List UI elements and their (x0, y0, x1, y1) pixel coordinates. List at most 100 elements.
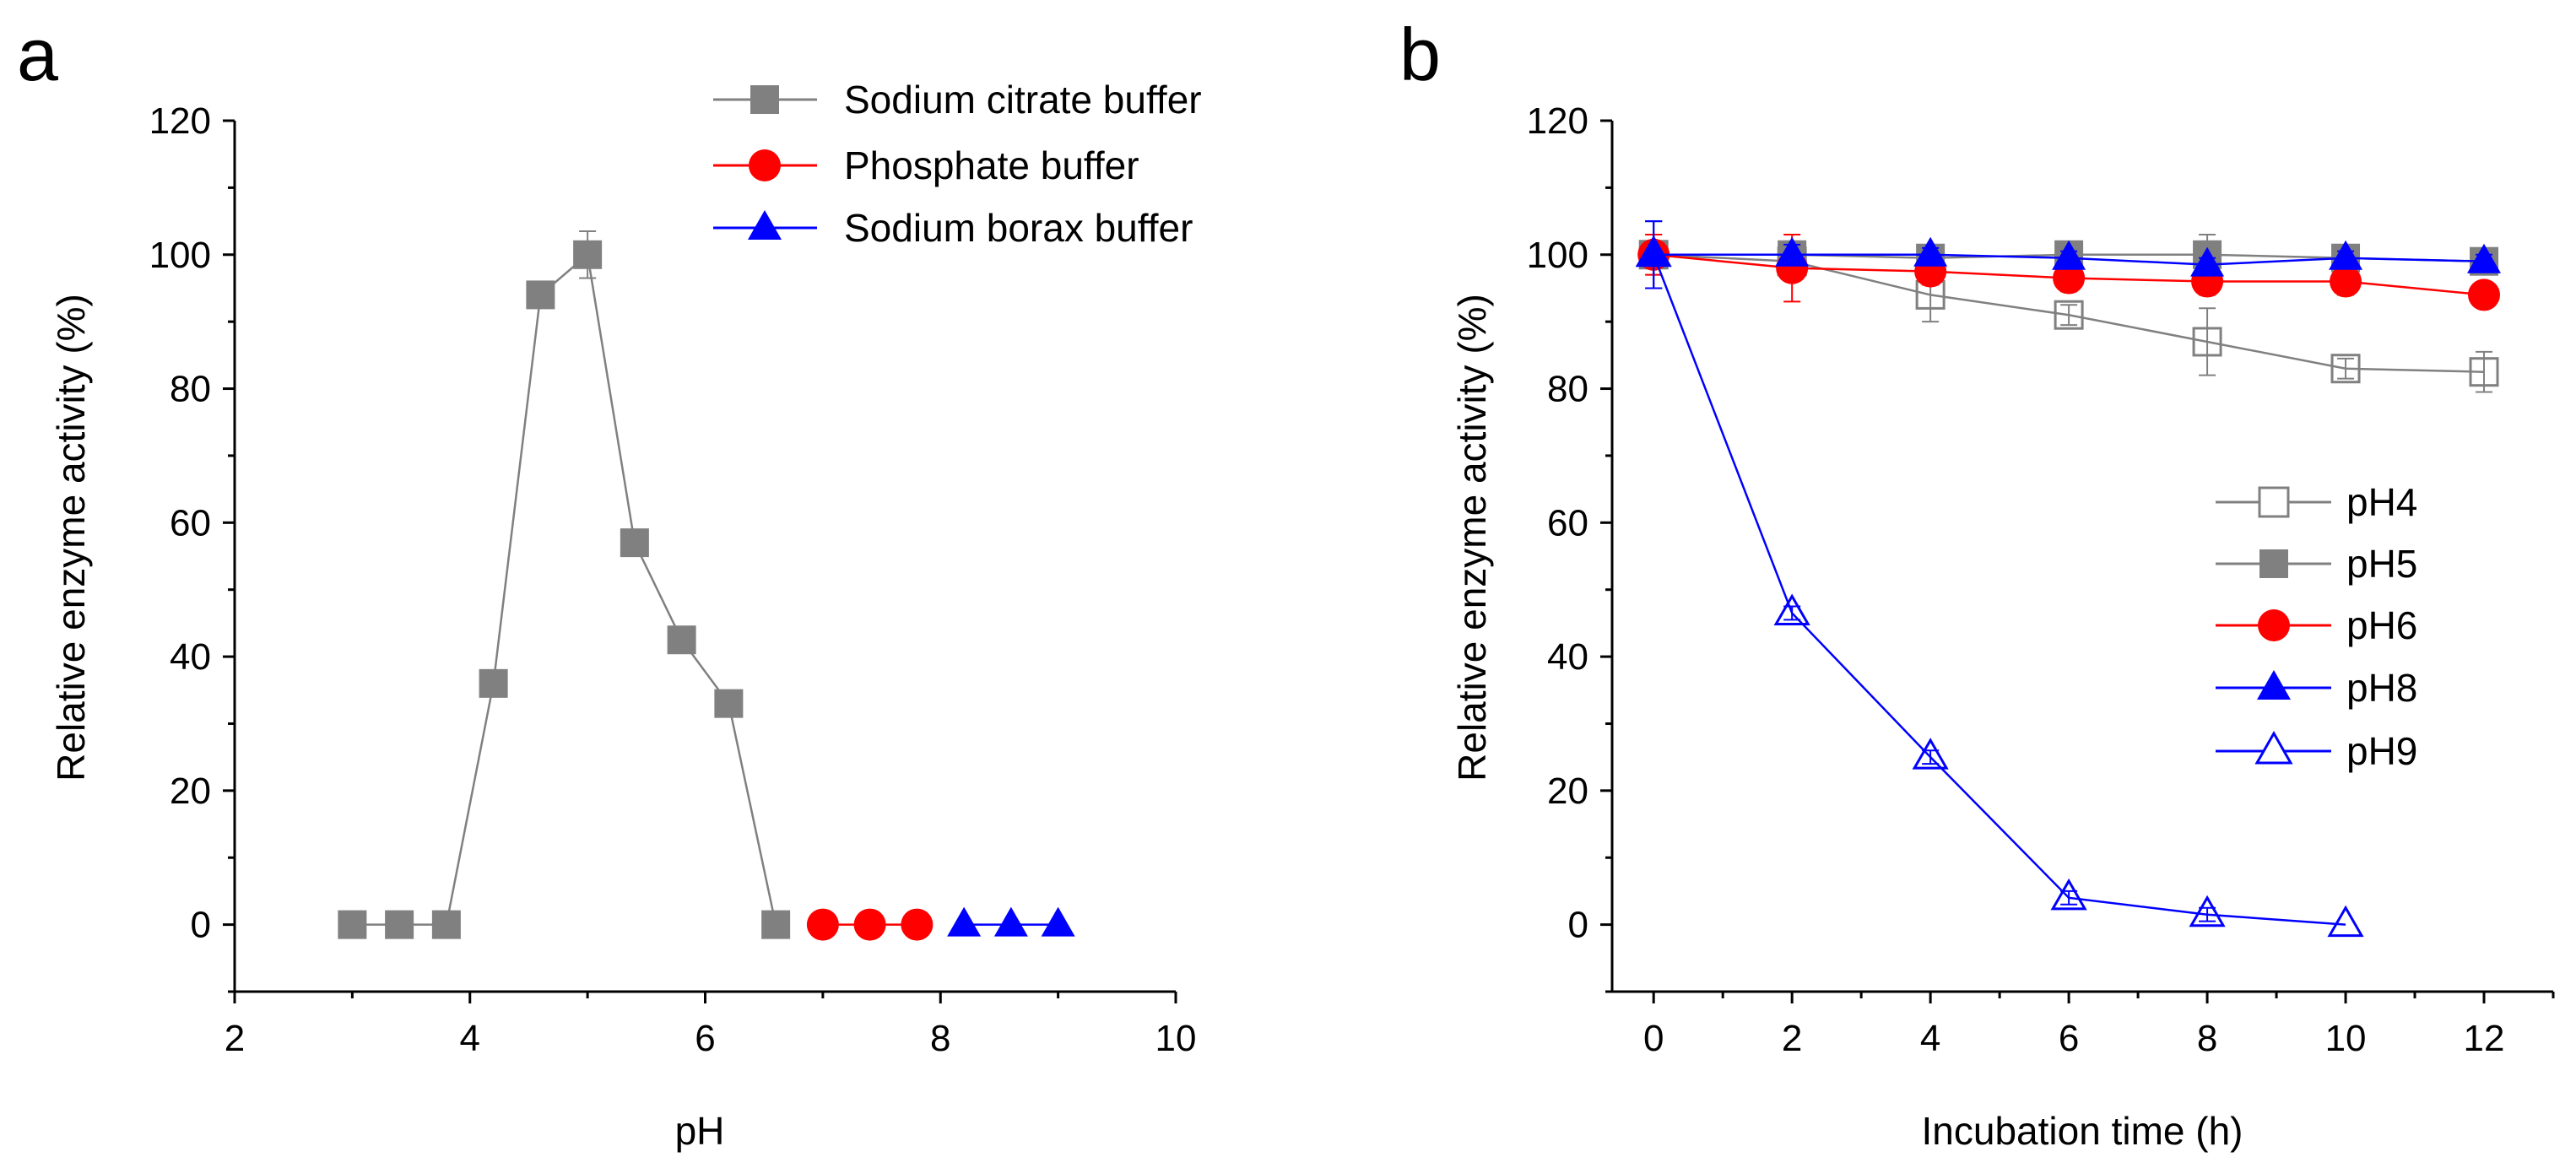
data-point (573, 240, 603, 269)
panel-a-series (338, 230, 1075, 941)
panel-b-axes: 0 20 40 60 80 100 120 0 2 4 6 8 10 12 (1527, 100, 2555, 1059)
x-tick-label: 10 (2325, 1018, 2367, 1059)
square-outline-marker-icon (2258, 486, 2290, 518)
series-ph6 (1637, 233, 2501, 311)
triangle-outline-marker-icon (2254, 730, 2293, 765)
x-tick-label: 4 (1920, 1018, 1940, 1059)
panel-b-letter: b (1399, 13, 1441, 96)
y-tick-label: 80 (1547, 369, 1588, 410)
data-point (1041, 906, 1075, 937)
legend-label: pH8 (2346, 666, 2417, 710)
data-point (714, 689, 744, 718)
data-point (2053, 262, 2086, 295)
data-point (2329, 240, 2363, 270)
data-point (2467, 243, 2502, 273)
series-phosphate-buffer (806, 908, 934, 941)
panel-a: a 0 20 40 60 80 100 120 2 4 6 8 10 pH Relative enzy… (17, 13, 1202, 1153)
data-point (2052, 240, 2086, 270)
y-tick-label: 40 (1547, 636, 1588, 678)
data-point (2330, 354, 2361, 384)
data-point (1773, 593, 1810, 625)
data-point (1913, 236, 1948, 267)
legend-item-ph6: pH6 (2216, 603, 2417, 647)
square-marker-icon (2259, 549, 2288, 578)
x-tick-label: 8 (2197, 1018, 2217, 1059)
triangle-marker-icon (2257, 670, 2291, 700)
legend-item-ph5: pH5 (2216, 542, 2417, 586)
data-point (2469, 357, 2499, 387)
legend-item-ph8: pH8 (2216, 666, 2417, 710)
panel-a-axes: 0 20 40 60 80 100 120 2 4 6 8 10 (149, 100, 1197, 1059)
data-point (2468, 278, 2501, 311)
data-point (2330, 265, 2362, 298)
series-line (352, 252, 777, 926)
y-tick-label: 20 (170, 771, 211, 812)
x-tick-label: 8 (930, 1018, 950, 1059)
data-point (761, 910, 791, 939)
data-point (620, 528, 649, 558)
data-point (2054, 300, 2084, 330)
data-point (947, 906, 982, 937)
x-tick-label: 10 (1155, 1018, 1197, 1059)
legend-item-sodium-citrate: Sodium citrate buffer (713, 78, 1202, 122)
circle-marker-icon (749, 149, 781, 181)
x-tick-label: 2 (1782, 1018, 1802, 1059)
data-point (385, 910, 414, 939)
panel-a-y-axis-title: Relative enzyme activity (%) (49, 294, 93, 781)
legend-label: Phosphate buffer (844, 143, 1139, 187)
data-point (338, 910, 367, 939)
series-sodium-citrate-buffer (338, 230, 791, 939)
legend-label: pH9 (2346, 729, 2417, 773)
x-tick-label: 6 (695, 1018, 715, 1059)
legend-label: pH4 (2346, 480, 2417, 524)
legend-label: Sodium citrate buffer (844, 78, 1202, 122)
data-point (667, 625, 696, 655)
series-line (1653, 254, 2346, 926)
y-tick-label: 100 (1527, 235, 1588, 276)
square-marker-icon (750, 85, 779, 114)
y-tick-label: 100 (149, 235, 211, 276)
legend-item-ph4: pH4 (2216, 480, 2417, 524)
x-tick-label: 12 (2464, 1018, 2505, 1059)
data-point (2190, 246, 2225, 277)
panel-b: b 0 20 40 60 80 100 120 0 2 4 6 8 10 12 Incubation ti… (1399, 13, 2555, 1153)
y-tick-label: 120 (149, 100, 211, 142)
data-point (526, 280, 555, 310)
data-point (2192, 327, 2222, 357)
data-point (2050, 878, 2087, 911)
legend-item-ph9: pH9 (2216, 729, 2417, 773)
series-sodium-borax-buffer (947, 906, 1075, 937)
y-tick-label: 20 (1547, 771, 1588, 812)
data-point (479, 668, 508, 698)
x-tick-label: 6 (2059, 1018, 2079, 1059)
y-tick-label: 0 (1568, 905, 1588, 946)
y-tick-label: 0 (191, 905, 211, 946)
panel-b-series (1635, 220, 2502, 938)
data-point (901, 908, 934, 941)
panel-b-y-axis-title: Relative enzyme activity (%) (1450, 294, 1494, 781)
circle-marker-icon (2258, 609, 2290, 641)
x-tick-label: 0 (1643, 1018, 1664, 1059)
legend-label: pH6 (2346, 603, 2417, 647)
panel-b-x-axis-title: Incubation time (h) (1922, 1109, 2243, 1153)
y-tick-label: 60 (1547, 502, 1588, 543)
data-point (431, 910, 461, 939)
panel-b-legend: pH4 pH5 pH6 pH8 pH9 (2216, 480, 2417, 773)
x-tick-label: 2 (225, 1018, 245, 1059)
legend-label: Sodium borax buffer (844, 206, 1193, 250)
data-point (853, 908, 886, 941)
legend-label: pH5 (2346, 542, 2417, 586)
x-tick-label: 4 (460, 1018, 480, 1059)
y-tick-label: 40 (170, 636, 211, 678)
data-point (993, 906, 1028, 937)
panel-a-legend: Sodium citrate buffer Phosphate buffer S… (713, 78, 1202, 250)
data-point (1775, 236, 1810, 267)
legend-item-phosphate: Phosphate buffer (713, 143, 1139, 187)
panel-a-x-axis-title: pH (675, 1109, 725, 1153)
data-point (2327, 905, 2364, 938)
y-tick-label: 80 (170, 369, 211, 410)
triangle-marker-icon (748, 210, 782, 240)
data-point (2189, 895, 2226, 927)
data-point (806, 908, 839, 941)
